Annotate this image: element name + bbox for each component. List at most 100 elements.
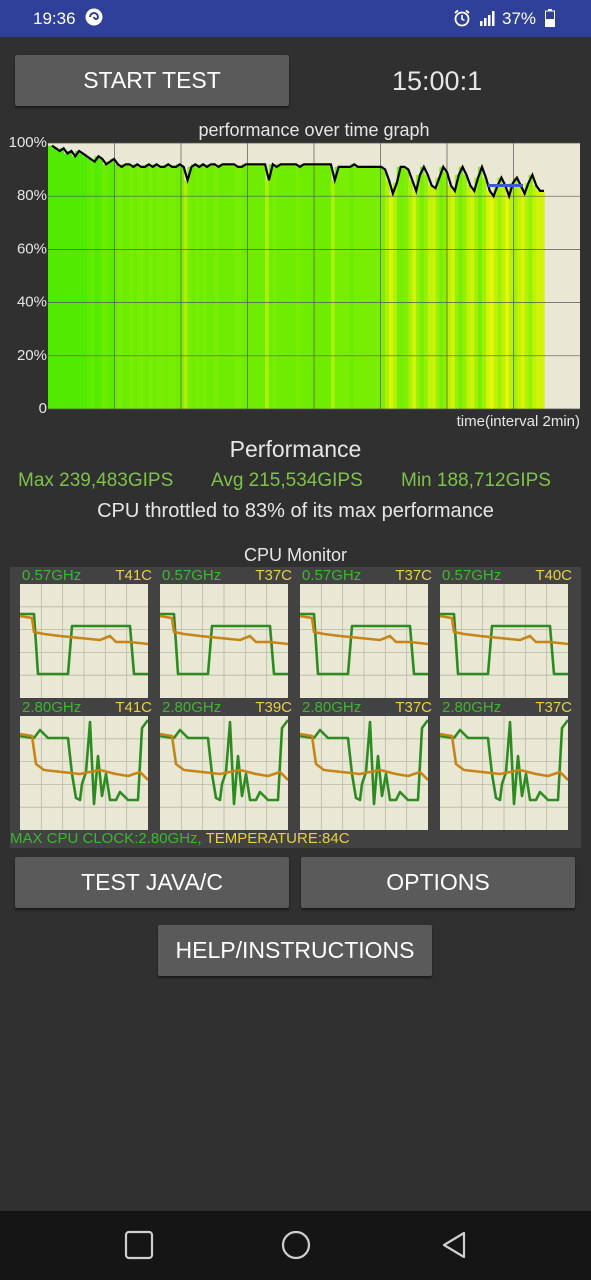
performance-fill-bar	[175, 164, 181, 409]
core-frequency: 2.80GHz	[442, 699, 502, 716]
graph-grid	[48, 142, 580, 410]
cpu-core-6: 2.80GHz T37C	[300, 699, 440, 831]
performance-fill-bar	[210, 164, 216, 409]
performance-fill-bar	[160, 166, 165, 409]
performance-heading: Performance	[229, 436, 362, 462]
performance-fill-bar	[509, 182, 514, 409]
recent-apps-icon[interactable]	[124, 1230, 154, 1260]
performance-fill-bar	[125, 164, 130, 409]
core-frequency: 0.57GHz	[442, 567, 502, 584]
performance-fill-bar	[451, 190, 456, 409]
performance-fill-bar	[63, 153, 68, 409]
performance-fill-bar	[334, 166, 340, 409]
core-frequency: 2.80GHz	[22, 699, 82, 716]
performance-fill-bar	[346, 166, 351, 409]
core-graph	[440, 716, 568, 830]
core-graph	[160, 716, 288, 830]
core-temperature: T41C	[115, 567, 152, 584]
performance-fill-bar	[389, 193, 394, 409]
y-tick-label: 80%	[17, 187, 47, 204]
performance-fill-bar	[315, 164, 320, 409]
performance-fill-bar	[144, 164, 150, 409]
core-graph	[440, 584, 568, 698]
performance-fill-bar	[257, 164, 262, 409]
performance-line	[51, 144, 544, 200]
performance-fill-bar	[230, 164, 235, 409]
performance-fill-bar	[86, 158, 92, 409]
performance-fill-bar	[187, 166, 192, 409]
battery-icon	[545, 9, 555, 27]
options-button[interactable]: OPTIONS	[301, 857, 575, 908]
home-icon[interactable]	[281, 1230, 311, 1260]
avg-performance: Avg 215,534GIPS	[211, 470, 363, 491]
performance-fill-bar	[152, 164, 158, 409]
performance-fill-bar	[447, 185, 452, 409]
performance-fill-bar	[369, 166, 375, 409]
performance-fill-bar	[183, 180, 189, 409]
performance-fill-bar	[330, 180, 336, 409]
cpu-core-0: 0.57GHz T41C	[20, 567, 160, 699]
performance-fill-bar	[133, 164, 138, 409]
performance-fill-bar	[206, 164, 212, 409]
performance-fill-bar	[392, 182, 398, 409]
performance-fill-bar	[55, 150, 61, 410]
y-axis-ticks: 100% 80% 60% 40% 20% 0	[9, 134, 47, 417]
max-temperature: TEMPERATURE:84C	[201, 830, 350, 847]
performance-fill-bar	[470, 190, 475, 409]
performance-fill-bar	[90, 161, 96, 409]
performance-fill-bar	[67, 150, 72, 410]
performance-fill-bar	[191, 164, 196, 409]
start-test-button[interactable]: START TEST	[15, 55, 289, 106]
core-temperature: T39C	[255, 699, 292, 716]
performance-fill-bar	[106, 161, 111, 409]
performance-fill-bar	[408, 180, 413, 409]
core-frequency: 0.57GHz	[22, 567, 82, 584]
test-java-c-button[interactable]: TEST JAVA/C	[15, 857, 289, 908]
performance-fill-bar	[241, 164, 247, 409]
y-tick-label: 60%	[17, 240, 47, 257]
performance-fill-bar	[164, 164, 169, 409]
cpu-monitor-title: CPU Monitor	[243, 545, 348, 565]
performance-fill-bar	[129, 166, 134, 409]
help-instructions-button[interactable]: HELP/INSTRUCTIONS	[158, 925, 432, 976]
core-graph	[20, 584, 148, 698]
performance-fill-bar	[237, 166, 243, 409]
performance-fill-bar	[327, 164, 332, 409]
performance-fill-bar	[540, 190, 545, 409]
performance-fill-bar	[234, 166, 239, 409]
core-graph	[300, 716, 428, 830]
performance-fill-bar	[420, 166, 425, 409]
performance-fill-bar	[466, 185, 471, 409]
core-temperature: T41C	[115, 699, 152, 716]
performance-fill-bars	[48, 145, 545, 410]
core-temperature: T37C	[535, 699, 572, 716]
core-frequency: 2.80GHz	[302, 699, 362, 716]
performance-fill-bar	[214, 166, 220, 409]
performance-fill-bar	[75, 150, 80, 410]
performance-fill-bar	[524, 182, 530, 409]
performance-fill-bar	[218, 164, 223, 409]
back-icon[interactable]	[439, 1230, 469, 1260]
core-frequency: 2.80GHz	[162, 699, 222, 716]
performance-fill-bar	[423, 174, 429, 409]
performance-fill-bar	[303, 164, 309, 409]
performance-fill-bar	[361, 166, 367, 409]
performance-fill-bar	[179, 166, 185, 409]
performance-fill-bar	[288, 164, 293, 409]
performance-fill-bar	[377, 166, 382, 409]
performance-fill-bar	[121, 164, 127, 409]
y-tick-label: 0	[39, 400, 47, 417]
min-performance: Min 188,712GIPS	[401, 470, 551, 491]
performance-fill-bar	[94, 156, 99, 409]
core-graph	[20, 716, 148, 830]
performance-fill-bar	[435, 177, 440, 409]
cpu-monitor-panel: 0.57GHz T41C 0.57GHz T37C 0.57GHz T37C 0.57GHz…	[10, 567, 581, 848]
performance-fill-bar	[516, 185, 522, 409]
cpu-core-5: 2.80GHz T39C	[160, 699, 300, 831]
signal-icon	[480, 11, 495, 26]
status-time: 19:36	[33, 9, 76, 28]
performance-fill-bar	[113, 164, 119, 409]
performance-fill-bar	[412, 190, 417, 409]
performance-fill-bar	[381, 169, 386, 409]
performance-fill-bar	[474, 177, 479, 409]
